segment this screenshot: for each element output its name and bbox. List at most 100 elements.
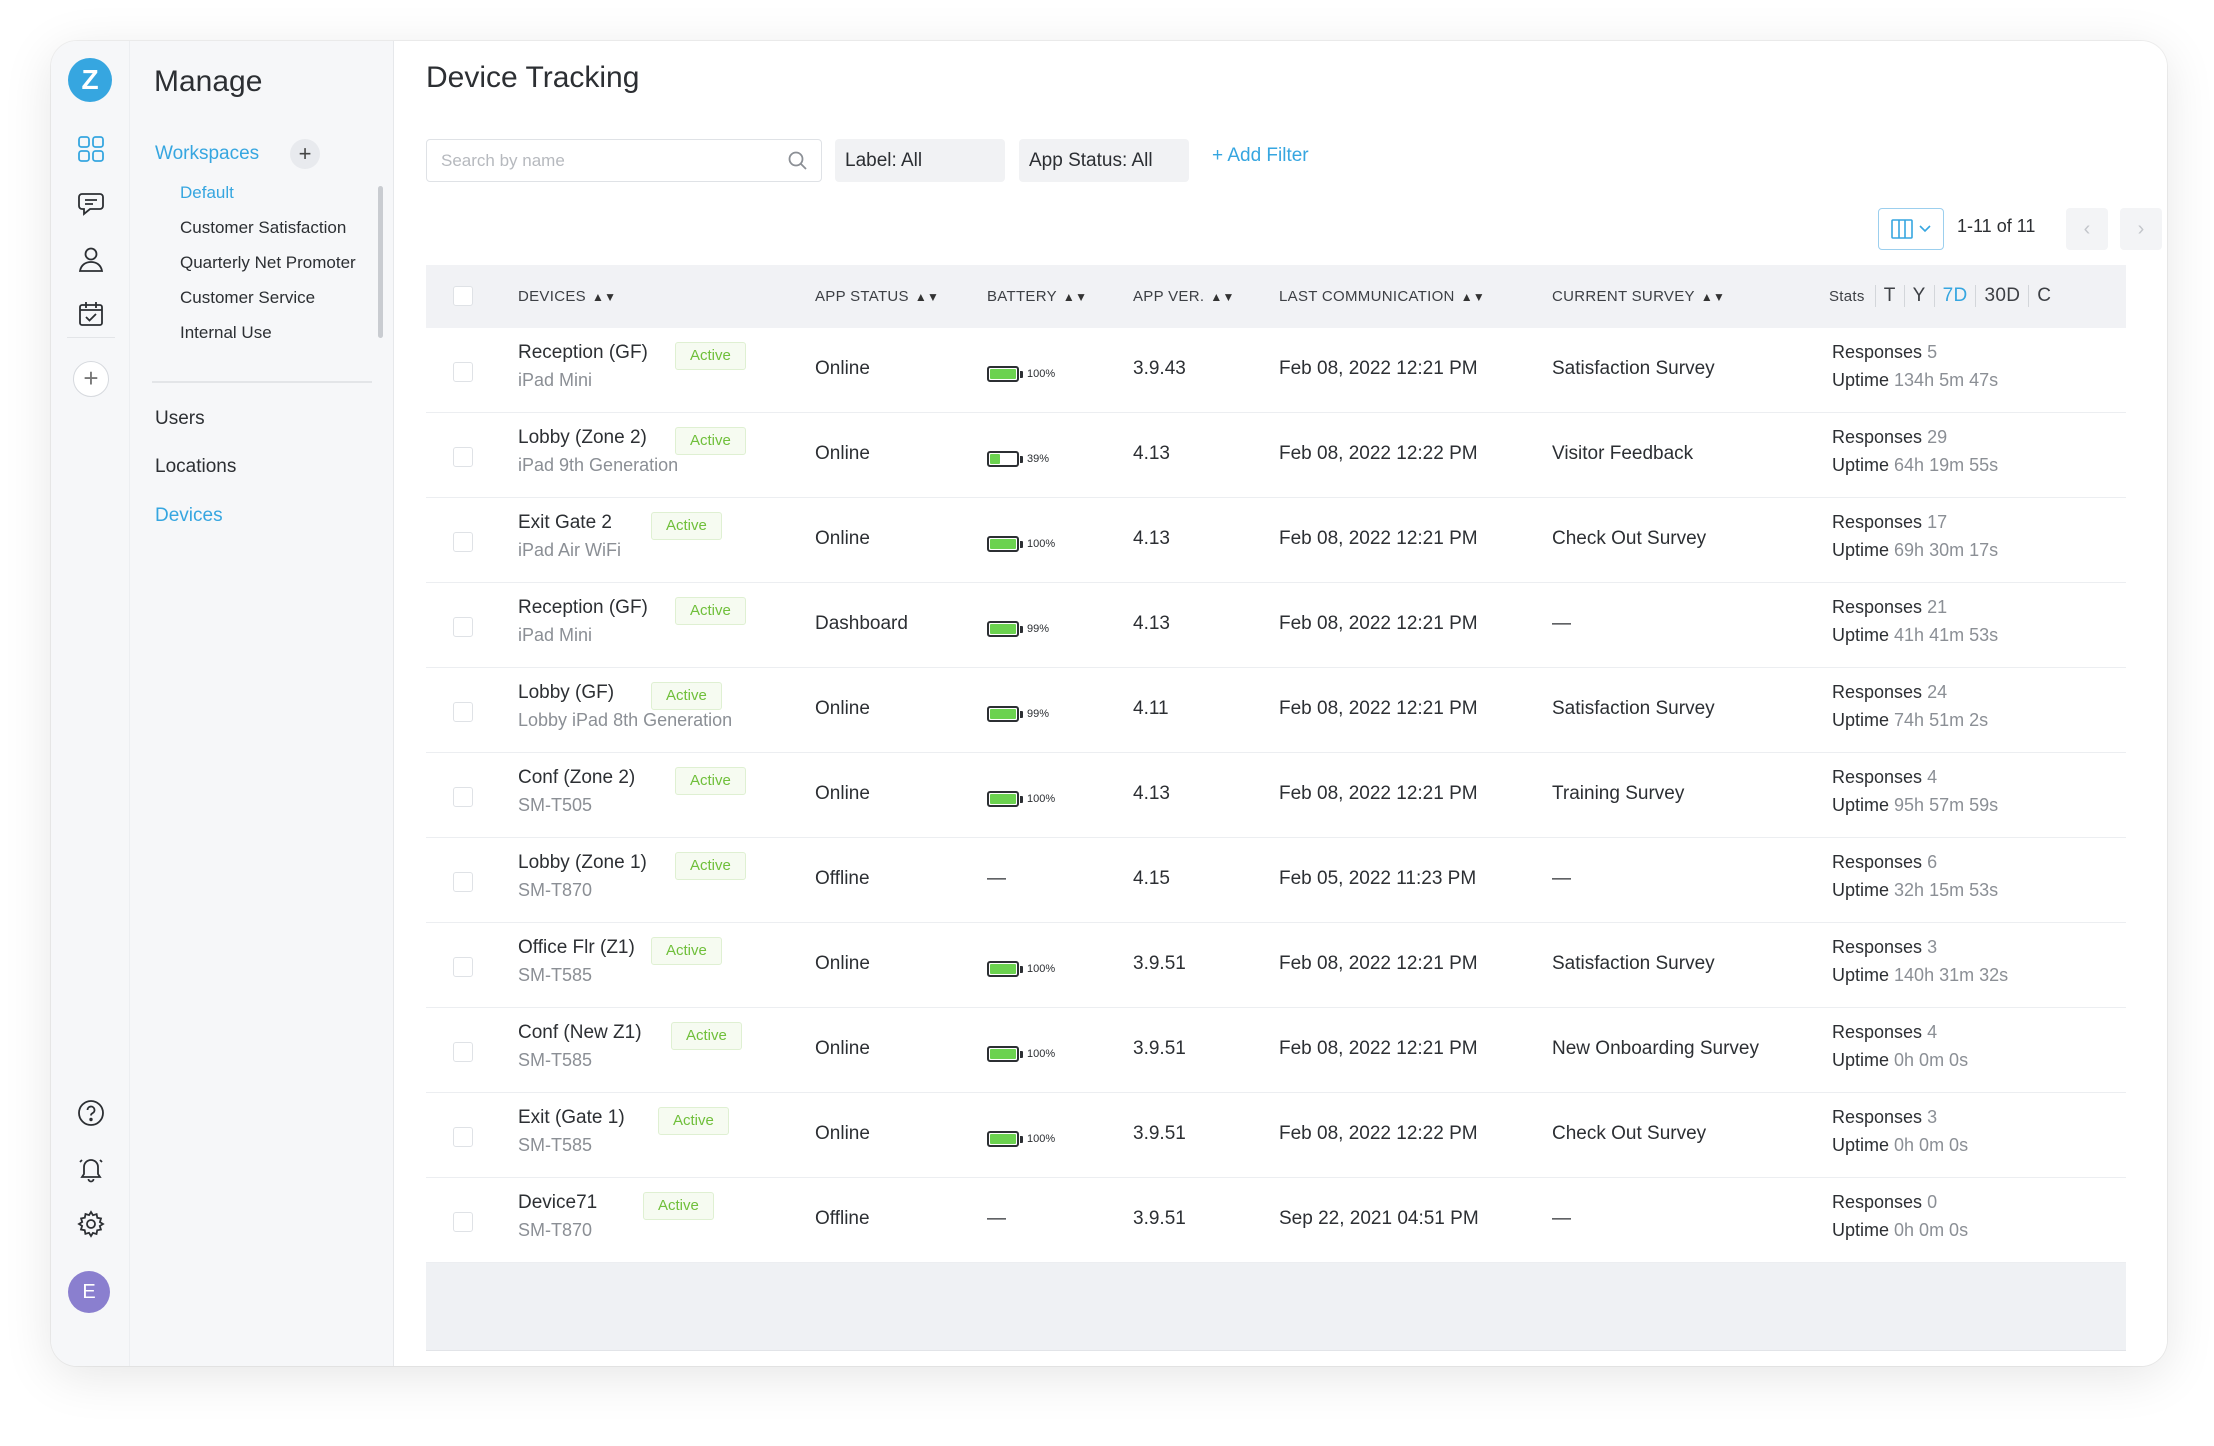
row-checkbox[interactable] [453, 1127, 473, 1147]
device-name[interactable]: Conf (Zone 2) [518, 767, 636, 788]
chat-icon[interactable] [76, 189, 106, 219]
stats-tab-y[interactable]: Y [1903, 285, 1934, 307]
device-name[interactable]: Office Flr (Z1) [518, 937, 635, 958]
row-checkbox[interactable] [453, 702, 473, 722]
app-window: Z + [51, 41, 2167, 1366]
device-name[interactable]: Lobby (Zone 2) [518, 427, 647, 448]
row-checkbox[interactable] [453, 362, 473, 382]
workspace-item-internal-use[interactable]: Internal Use [180, 323, 272, 342]
workspaces-heading[interactable]: Workspaces [155, 143, 260, 164]
table-row[interactable]: Office Flr (Z1) Active SM-T585 Online 10… [426, 923, 2126, 1008]
table-row[interactable]: Conf (Zone 2) Active SM-T505 Online 100%… [426, 753, 2126, 838]
nav-link-devices[interactable]: Devices [155, 505, 223, 526]
responses-value: 21 [1927, 597, 1948, 617]
sort-icon: ▲▼ [1210, 290, 1235, 304]
header-battery[interactable]: BATTERY ▲▼ [987, 265, 1087, 328]
row-checkbox[interactable] [453, 787, 473, 807]
table-row[interactable]: Exit (Gate 1) Active SM-T585 Online 100%… [426, 1093, 2126, 1178]
battery-icon [987, 706, 1019, 722]
stats-label: Stats [1829, 287, 1865, 305]
table-row[interactable]: Reception (GF) Active iPad Mini Online 1… [426, 328, 2126, 413]
row-checkbox[interactable] [453, 617, 473, 637]
add-workspace-button[interactable]: + [290, 139, 320, 169]
app-status-filter[interactable]: App Status: All [1019, 139, 1189, 182]
table-row[interactable]: Reception (GF) Active iPad Mini Dashboar… [426, 583, 2126, 668]
side-nav: Manage Workspaces + Default Customer Sat… [130, 41, 394, 1366]
add-icon[interactable]: + [73, 361, 109, 397]
user-icon[interactable] [76, 244, 106, 274]
uptime-value: 0h 0m 0s [1894, 1050, 1969, 1070]
row-checkbox[interactable] [453, 1042, 473, 1062]
header-app-status[interactable]: APP STATUS ▲▼ [815, 265, 939, 328]
row-checkbox[interactable] [453, 447, 473, 467]
device-name[interactable]: Lobby (Zone 1) [518, 852, 647, 873]
row-checkbox[interactable] [453, 957, 473, 977]
last-communication: Feb 08, 2022 12:21 PM [1279, 1038, 1478, 1059]
table-row[interactable]: Exit Gate 2 Active iPad Air WiFi Online … [426, 498, 2126, 583]
nav-divider [152, 381, 372, 383]
uptime-label: Uptime [1832, 965, 1890, 985]
device-model: iPad Mini [518, 625, 593, 645]
device-name[interactable]: Lobby (GF) [518, 682, 615, 703]
nav-link-locations[interactable]: Locations [155, 456, 237, 477]
uptime-value: 74h 51m 2s [1894, 710, 1989, 730]
device-name[interactable]: Exit (Gate 1) [518, 1107, 625, 1128]
row-checkbox[interactable] [453, 532, 473, 552]
bell-icon[interactable] [76, 1154, 106, 1184]
workspace-item-default[interactable]: Default [180, 183, 234, 202]
label-filter[interactable]: Label: All [835, 139, 1005, 182]
search-input[interactable] [426, 139, 822, 182]
select-all-checkbox[interactable] [453, 286, 473, 306]
table-row[interactable]: Lobby (GF) Active Lobby iPad 8th Generat… [426, 668, 2126, 753]
workspace-item-quarterly-net-promoter[interactable]: Quarterly Net Promoter [180, 253, 356, 272]
stats-tab-c[interactable]: C [2028, 285, 2059, 307]
stat-responses: Responses 0 [1832, 1192, 1937, 1213]
stats-tab-7d[interactable]: 7D [1933, 285, 1976, 307]
table-row[interactable]: Lobby (Zone 1) Active SM-T870 Offline — … [426, 838, 2126, 923]
table-row[interactable]: Lobby (Zone 2) Active iPad 9th Generatio… [426, 413, 2126, 498]
row-checkbox[interactable] [453, 1212, 473, 1232]
avatar[interactable]: E [68, 1271, 110, 1313]
app-version: 4.13 [1133, 783, 1170, 804]
next-page-button[interactable]: › [2120, 208, 2162, 250]
header-survey-label: CURRENT SURVEY [1552, 288, 1695, 305]
stats-tab-t[interactable]: T [1874, 285, 1904, 307]
table-row[interactable]: Conf (New Z1) Active SM-T585 Online 100%… [426, 1008, 2126, 1093]
stat-uptime: Uptime 0h 0m 0s [1832, 1050, 1968, 1071]
uptime-value: 69h 30m 17s [1894, 540, 1999, 560]
device-name[interactable]: Reception (GF) [518, 597, 648, 618]
stats-tab-30d[interactable]: 30D [1975, 285, 2028, 307]
uptime-label: Uptime [1832, 880, 1890, 900]
battery-tip [1020, 455, 1023, 463]
add-filter-link[interactable]: + Add Filter [1212, 145, 1309, 166]
nav-link-users[interactable]: Users [155, 408, 205, 429]
table-row[interactable]: Device71 Active SM-T870 Offline — 3.9.51… [426, 1178, 2126, 1263]
battery-icon [987, 1131, 1019, 1147]
calendar-check-icon[interactable] [76, 299, 106, 329]
status-badge: Active [675, 597, 746, 625]
header-last-communication[interactable]: LAST COMMUNICATION ▲▼ [1279, 265, 1485, 328]
uptime-label: Uptime [1832, 1050, 1890, 1070]
device-name[interactable]: Exit Gate 2 [518, 512, 612, 533]
header-app-ver[interactable]: APP VER. ▲▼ [1133, 265, 1235, 328]
gear-icon[interactable] [76, 1209, 106, 1239]
grid-icon[interactable] [51, 122, 130, 176]
device-name[interactable]: Device71 [518, 1192, 598, 1213]
header-devices[interactable]: DEVICES ▲▼ [518, 265, 616, 328]
workspace-item-customer-satisfaction[interactable]: Customer Satisfaction [180, 218, 347, 237]
battery-percent: 99% [1027, 623, 1050, 635]
workspace-scrollbar[interactable] [378, 186, 383, 338]
prev-page-button[interactable]: ‹ [2066, 208, 2108, 250]
help-icon[interactable] [76, 1098, 106, 1128]
workspace-item-customer-service[interactable]: Customer Service [180, 288, 316, 307]
header-current-survey[interactable]: CURRENT SURVEY ▲▼ [1552, 265, 1725, 328]
row-checkbox[interactable] [453, 872, 473, 892]
app-version: 4.11 [1133, 698, 1169, 719]
last-communication: Feb 08, 2022 12:21 PM [1279, 528, 1478, 549]
logo[interactable]: Z [68, 58, 112, 102]
app-status: Offline [815, 868, 870, 889]
header-app-ver-label: APP VER. [1133, 288, 1205, 305]
column-toggle-button[interactable] [1878, 208, 1944, 250]
device-name[interactable]: Conf (New Z1) [518, 1022, 642, 1043]
device-name[interactable]: Reception (GF) [518, 342, 648, 363]
